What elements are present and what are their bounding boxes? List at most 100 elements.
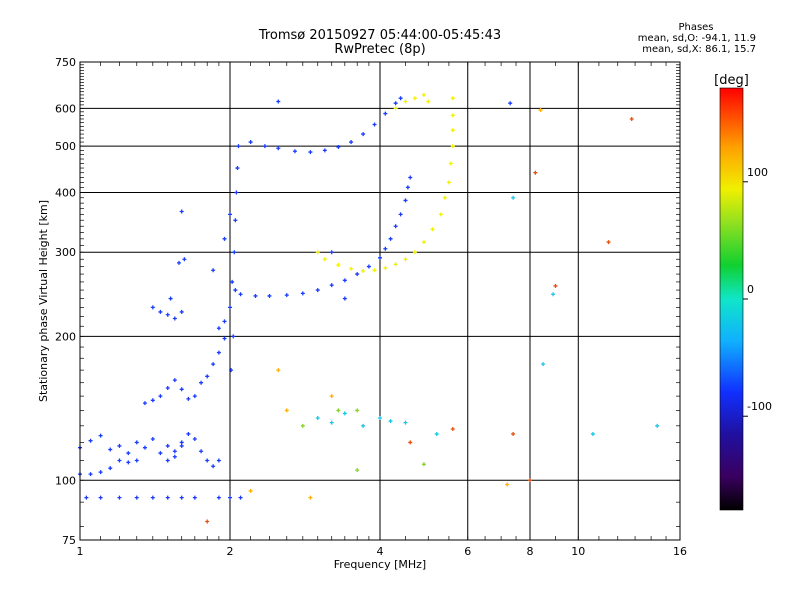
data-point [142,445,147,450]
data-point [179,440,184,445]
data-point [276,99,281,104]
y-tick-label: 400 [55,186,76,199]
colorbar-tick-label: 0 [747,283,754,296]
data-point [292,149,297,154]
phases-heading: Phases [678,22,714,33]
data-point [450,96,455,101]
data-point [216,350,221,355]
data-point [300,291,305,296]
data-point [168,296,173,301]
x-axis: 1 2 4 6 8 10 16 [77,62,687,558]
data-point [393,224,398,229]
data-point [533,170,538,175]
data-point [134,440,139,445]
data-point [142,401,147,406]
data-point [388,236,393,241]
y-axis-label: Stationary phase Virtual Height [km] [37,200,50,402]
data-point [165,443,170,448]
data-point [383,266,388,271]
data-point [158,309,163,314]
data-point [205,374,210,379]
data-point [361,423,366,428]
data-point [205,458,210,463]
data-point [248,140,253,145]
data-point [342,411,347,416]
data-point [551,292,556,297]
data-point [393,262,398,267]
y-axis: 75 100 200 300 400 500 600 750 [55,56,680,547]
data-point [448,161,453,166]
data-point [383,246,388,251]
data-point [211,464,216,469]
y-tick-label: 75 [62,534,76,547]
data-point [233,218,238,223]
data-point [165,312,170,317]
data-point [378,255,382,260]
data-point [216,326,221,331]
y-tick-label: 300 [55,246,76,259]
data-point [158,394,163,399]
data-point [284,408,289,413]
data-point [329,283,334,288]
x-tick-label: 1 [77,545,84,558]
data-point [403,420,408,425]
x-tick-label: 2 [227,545,234,558]
data-point [267,293,272,298]
data-point [329,420,334,425]
data-point [179,495,184,500]
data-point [315,250,320,255]
data-point [421,240,426,245]
data-point [511,195,516,200]
data-point [329,250,334,255]
data-point [378,415,382,420]
data-point [342,278,347,283]
data-point [98,495,103,500]
data-point [450,128,455,133]
data-point [235,166,240,171]
data-point [403,99,408,104]
data-point [393,106,398,111]
data-point [276,146,281,151]
data-point [222,336,227,341]
data-point [88,438,93,443]
chart-subtitle: RwPretec (8p) [334,42,426,57]
data-point [98,433,103,438]
data-point [150,495,155,500]
data-point [408,440,413,445]
colorbar-tick-label: -100 [747,400,772,413]
data-point [393,101,398,106]
data-point [231,334,236,339]
x-tick-label: 16 [673,545,687,558]
data-point [361,132,366,137]
data-point [165,385,170,390]
data-point [434,431,439,436]
y-tick-label: 200 [55,330,76,343]
data-point [315,288,320,293]
data-point [355,468,360,473]
y-tick-label: 100 [55,474,76,487]
data-point [361,269,366,274]
data-point [355,408,360,413]
data-point [134,458,139,463]
data-point [528,478,532,483]
colorbar-ticks: 100 0 -100 [743,166,772,417]
data-point [172,454,177,459]
data-point [262,144,267,149]
data-point [308,150,313,155]
data-point [179,443,184,448]
data-point [606,240,611,245]
data-point [205,519,210,524]
data-point [234,190,239,195]
data-point [508,101,513,106]
data-point [355,272,360,277]
data-point [322,148,327,153]
data-point [165,458,170,463]
data-point [172,378,177,383]
y-tick-label: 600 [55,102,76,115]
data-point [199,380,204,385]
data-point [329,394,334,399]
data-point [590,431,595,436]
data-point [126,460,131,465]
data-point [238,495,243,500]
